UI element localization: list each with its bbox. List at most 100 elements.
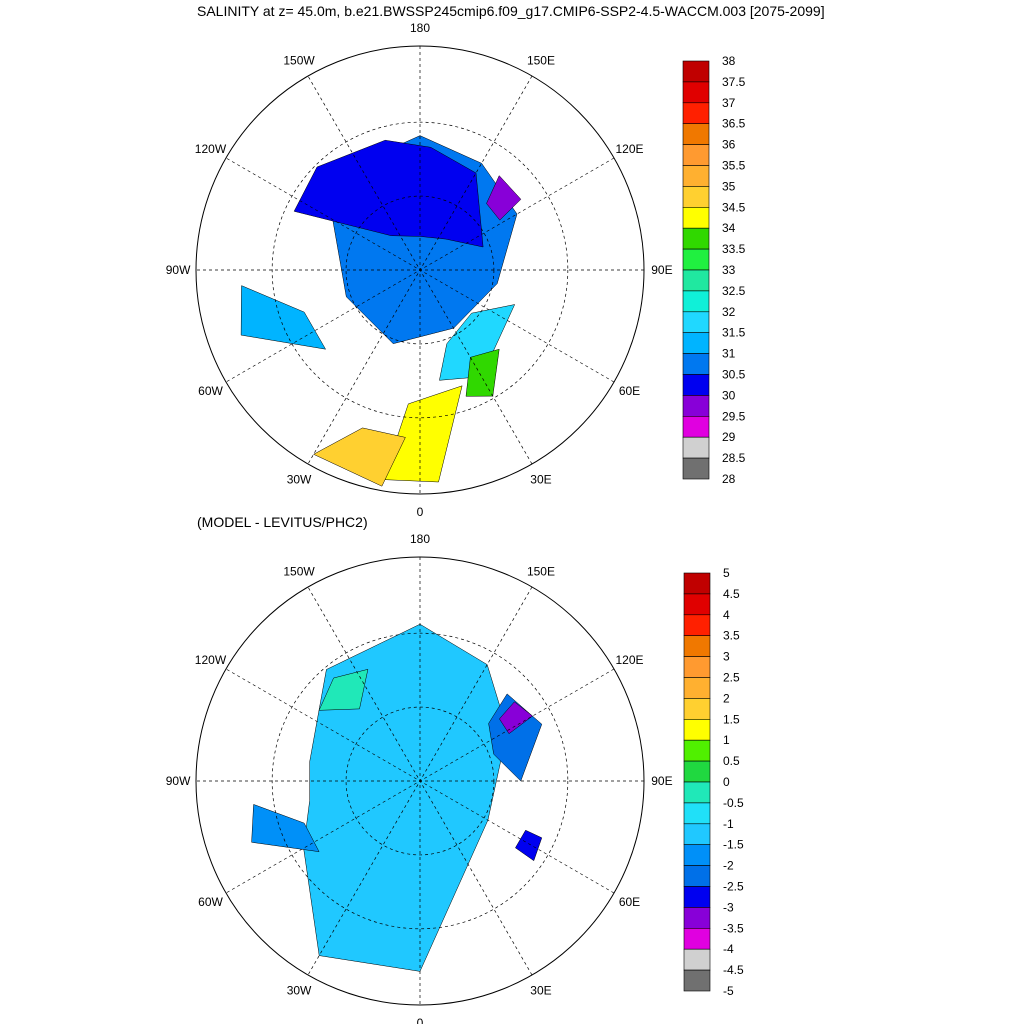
longitude-label: 0 [417,505,424,519]
colorbar-swatch [682,311,710,333]
longitude-label: 150E [527,53,555,67]
colorbar-tick-label: 1 [723,733,730,747]
colorbar-tick-label: 28 [722,472,736,486]
colorbar-swatch [683,844,711,866]
colorbar-tick-label: 0.5 [723,754,740,768]
parallel-circle [345,706,495,856]
longitude-label: 180 [410,532,430,546]
map-boundary [195,45,645,495]
colorbar-tick-label: 30 [722,388,736,402]
colorbar-tick-label: 2 [723,691,730,705]
salinity-polar-map: 180 150E 120E 90E 60E 30E 0 30W 60W 90W 120W 150W [166,21,673,519]
canada-basin-region [318,668,369,711]
colorbar-swatch [683,656,711,678]
colorbar-tick-label: 32 [722,305,736,319]
colorbar-swatch [682,436,710,459]
longitude-label: 150E [527,564,555,578]
colorbar-swatch [682,269,710,292]
colorbar-swatch [683,698,711,720]
colorbar-tick-label: 1.5 [723,712,740,726]
colorbar-swatch [683,781,711,804]
colorbar-swatch [683,739,711,762]
colorbar-swatch [682,415,710,438]
colorbar-swatch [683,865,711,887]
colorbar-swatch [682,374,710,396]
colorbar-swatch [683,635,711,657]
salinity-difference-polar-map: 180 150E 120E 90E 60E 30E 0 30W 60W 90W 120W 150W [166,532,673,1024]
colorbar-swatch [682,60,710,83]
colorbar-tick-label: 29 [722,430,736,444]
meridian-line [307,586,533,976]
longitude-label: 0 [417,1016,424,1024]
barents-sea-region [465,348,500,397]
colorbar-swatch [683,886,711,908]
difference-colorbar: 5 4.5 4 3.5 3 2.5 2 1.5 1 0.5 0 -0.5 -1 -1.5 -2 -2.5 -3 -… [683,566,744,998]
longitude-label: 90E [651,774,672,788]
colorbar-tick-label: 31 [722,347,736,361]
colorbar-tick-label: 4 [723,608,730,622]
kara-sea-region [515,829,543,862]
colorbar-tick-label: 31.5 [722,326,746,340]
colorbar-tick-label: 3 [723,650,730,664]
baffin-bay-region [240,285,327,350]
longitude-label: 90W [166,774,191,788]
colorbar-tick-label: 37 [722,96,736,110]
colorbar-tick-label: 36 [722,138,736,152]
colorbar-tick-label: -2.5 [723,880,744,894]
colorbar-swatch [682,81,710,104]
colorbar-tick-label: 33 [722,263,736,277]
colorbar-swatch [683,802,711,825]
salinity-colorbar: 38 37.5 37 36.5 36 35.5 35 34.5 34 33.5 33 32.5 32 31… [682,54,746,486]
colorbar-tick-label: 0 [723,775,730,789]
colorbar-swatch [683,593,711,616]
colorbar-swatch [682,207,710,229]
canada-basin-region [293,139,484,248]
longitude-label: 60E [619,384,640,398]
longitude-label: 60E [619,895,640,909]
laptev-sea-region [499,701,533,735]
colorbar-tick-label: -1 [723,817,734,831]
colorbar-tick-label: -5 [723,984,734,998]
colorbar-swatch [682,457,710,480]
colorbar-swatch [682,353,710,375]
colorbar-tick-label: 34.5 [722,200,746,214]
longitude-label: 120W [195,653,227,667]
colorbar-swatch [682,332,710,354]
parallel-circle [271,632,569,930]
colorbar-swatch [683,927,711,950]
colorbar-tick-label: 28.5 [722,451,746,465]
longitude-label: 120E [615,142,643,156]
colorbar-tick-label: 32.5 [722,284,746,298]
colorbar-tick-label: 35 [722,179,736,193]
colorbar-tick-label: -0.5 [723,796,744,810]
colorbar-swatch [682,144,710,166]
longitude-label: 120W [195,142,227,156]
longitude-label: 180 [410,21,430,35]
colorbar-tick-label: -3.5 [723,921,744,935]
longitude-label: 90E [651,263,672,277]
east-siberian-sea-region [486,175,522,221]
colorbar-swatch [682,290,710,313]
baffin-bay-region [251,804,320,853]
colorbar-swatch [683,677,711,699]
greenland-sea-region [313,427,406,487]
longitude-label: 150W [283,564,315,578]
meridian-line [307,75,533,465]
colorbar-swatch [683,614,711,636]
chart-title: SALINITY at z= 45.0m, b.e21.BWSSP245cmip… [197,3,825,19]
parallel-circle [345,195,495,345]
colorbar-swatch [682,165,710,187]
colorbar-tick-label: -2 [723,859,734,873]
longitude-label: 150W [283,53,315,67]
colorbar-tick-label: 4.5 [723,587,740,601]
colorbar-tick-label: -4 [723,942,734,956]
parallel-circle [271,121,569,419]
colorbar-tick-label: -4.5 [723,963,744,977]
longitude-label: 120E [615,653,643,667]
chart-subtitle: (MODEL - LEVITUS/PHC2) [197,514,368,530]
longitude-label: 60W [198,384,223,398]
colorbar-swatch [682,186,710,208]
colorbar-swatch [682,227,710,250]
colorbar-swatch [683,969,711,992]
